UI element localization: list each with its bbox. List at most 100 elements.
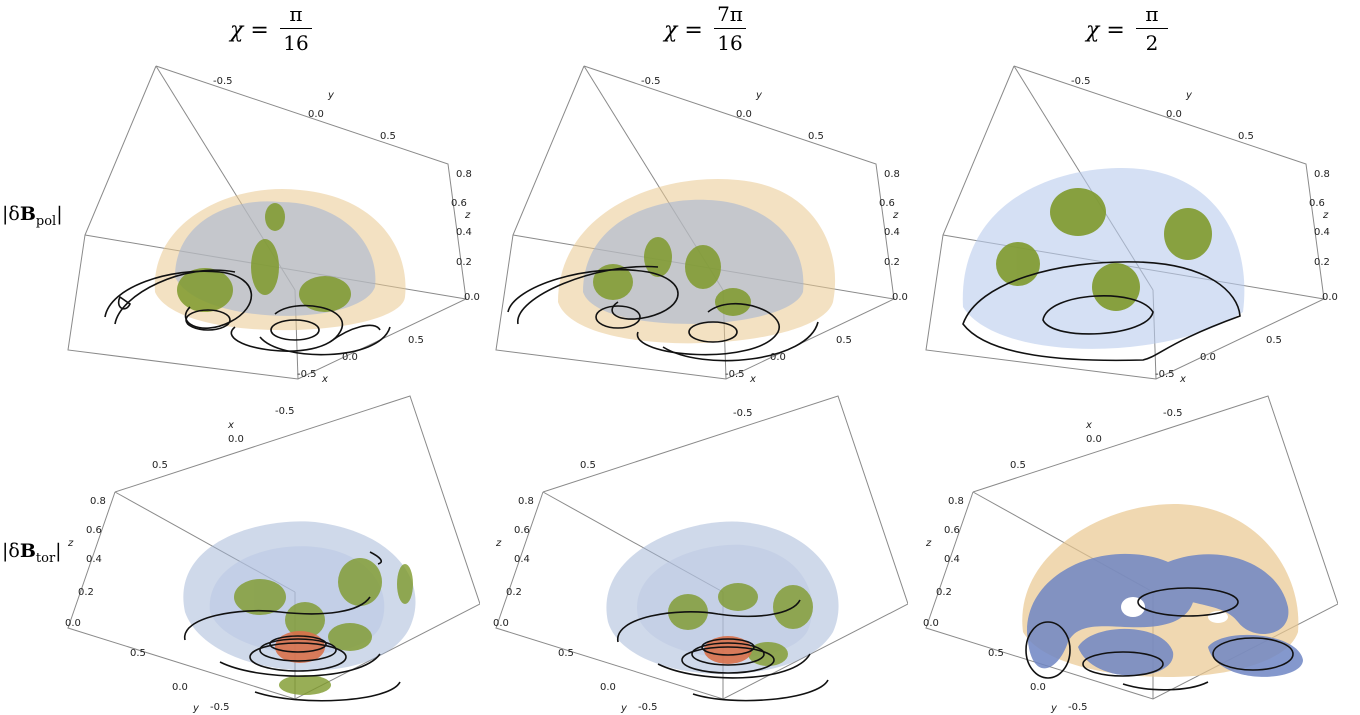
y-axis-name: y bbox=[620, 703, 628, 714]
y-axis-name: y bbox=[755, 90, 763, 101]
y-axis-name: y bbox=[327, 90, 335, 101]
column-title-1: χ = π 16 bbox=[230, 2, 330, 62]
isosurface-inner-blobs bbox=[593, 237, 751, 316]
y-tick-3: -0.5 bbox=[638, 702, 658, 713]
x-tick-1: -0.5 bbox=[275, 406, 295, 417]
z-tick-4: 0.2 bbox=[936, 587, 952, 598]
column-title-3-numerator: π bbox=[1145, 2, 1159, 26]
column-title-2-denominator: 16 bbox=[717, 31, 743, 55]
x-tick-1: -0.5 bbox=[733, 408, 753, 419]
y-tick-1: -0.5 bbox=[213, 76, 233, 87]
y-tick-2: 0.0 bbox=[308, 109, 324, 120]
z-tick-4: 0.2 bbox=[78, 587, 94, 598]
x-tick-1: 0.5 bbox=[408, 335, 424, 346]
z-tick-5: 0.0 bbox=[892, 292, 908, 303]
y-tick-3: 0.5 bbox=[808, 131, 824, 142]
z-tick-1: 0.8 bbox=[1314, 169, 1330, 180]
contour-lines bbox=[617, 599, 829, 702]
tick-labels: -0.5 x 0.0 0.5 0.8 0.6 z 0.4 0.2 0.0 0.5… bbox=[65, 406, 295, 714]
contour-lines bbox=[184, 551, 401, 702]
tick-labels: -0.5 y 0.0 0.5 0.8 0.6 z 0.4 0.2 0.0 0.5… bbox=[1071, 76, 1338, 385]
y-tick-2: 0.0 bbox=[736, 109, 752, 120]
row-label-tor: |δBtor| bbox=[2, 540, 62, 566]
column-title-3-denominator: 2 bbox=[1145, 31, 1159, 55]
z-tick-1: 0.8 bbox=[90, 496, 106, 507]
column-title-3-lhs: χ = bbox=[1086, 18, 1125, 43]
z-axis-name: z bbox=[67, 538, 74, 549]
panel-tor-chi-pi16: -0.5 x 0.0 0.5 0.8 0.6 z 0.4 0.2 0.0 0.5… bbox=[65, 395, 480, 714]
x-tick-2: 0.0 bbox=[770, 352, 786, 363]
z-tick-5: 0.0 bbox=[923, 618, 939, 629]
z-axis-name: z bbox=[892, 210, 899, 221]
z-tick-2: 0.6 bbox=[1309, 198, 1325, 209]
z-tick-4: 0.2 bbox=[456, 257, 472, 268]
y-tick-3: -0.5 bbox=[1068, 702, 1088, 713]
panel-pol-chi-pi2: -0.5 y 0.0 0.5 0.8 0.6 z 0.4 0.2 0.0 0.5… bbox=[925, 65, 1338, 385]
x-tick-1: 0.5 bbox=[1266, 335, 1282, 346]
z-axis-name: z bbox=[495, 538, 502, 549]
panel-tor-chi-pi2: -0.5 x 0.0 0.5 0.8 0.6 z 0.4 0.2 0.0 0.5… bbox=[923, 395, 1338, 714]
isosurface-inner-blobs bbox=[177, 203, 351, 312]
y-axis-name: y bbox=[1050, 703, 1058, 714]
x-tick-3: -0.5 bbox=[297, 369, 317, 380]
z-tick-4: 0.2 bbox=[884, 257, 900, 268]
z-tick-1: 0.8 bbox=[948, 496, 964, 507]
z-tick-2: 0.6 bbox=[86, 525, 102, 536]
z-tick-1: 0.8 bbox=[884, 169, 900, 180]
column-title-1-lhs: χ = bbox=[230, 18, 269, 43]
y-tick-1: -0.5 bbox=[1071, 76, 1091, 87]
y-tick-1: 0.5 bbox=[130, 648, 146, 659]
x-tick-3: -0.5 bbox=[725, 369, 745, 380]
tick-labels: -0.5 y 0.0 0.5 0.8 0.6 z 0.4 0.2 0.0 0.5… bbox=[213, 76, 480, 385]
panel-pol-chi-7pi16: -0.5 y 0.0 0.5 0.8 0.6 z 0.4 0.2 0.0 0.5… bbox=[495, 65, 908, 385]
z-tick-1: 0.8 bbox=[456, 169, 472, 180]
x-axis-name: x bbox=[749, 374, 756, 385]
x-tick-3: 0.5 bbox=[152, 460, 168, 471]
z-tick-5: 0.0 bbox=[493, 618, 509, 629]
panel-pol-chi-pi16: -0.5 y 0.0 0.5 0.8 0.6 z 0.4 0.2 0.0 0.5… bbox=[67, 65, 480, 385]
contour-lines bbox=[104, 269, 391, 356]
z-tick-5: 0.0 bbox=[464, 292, 480, 303]
z-axis-name: z bbox=[1322, 210, 1329, 221]
tick-labels: -0.5 0.5 0.8 0.6 z 0.4 0.2 0.0 0.5 0.0 y… bbox=[493, 408, 753, 714]
z-tick-3: 0.4 bbox=[514, 554, 530, 565]
column-title-2-lhs: χ = bbox=[664, 18, 703, 43]
z-tick-3: 0.4 bbox=[1314, 227, 1330, 238]
x-tick-3: 0.5 bbox=[580, 460, 596, 471]
x-axis-name: x bbox=[1179, 374, 1186, 385]
z-tick-4: 0.2 bbox=[1314, 257, 1330, 268]
y-axis-name: y bbox=[1185, 90, 1193, 101]
z-tick-3: 0.4 bbox=[884, 227, 900, 238]
x-tick-1: -0.5 bbox=[1163, 408, 1183, 419]
y-tick-1: 0.5 bbox=[988, 648, 1004, 659]
column-title-2: χ = 7π 16 bbox=[664, 2, 764, 62]
contour-lines bbox=[1025, 587, 1294, 691]
x-tick-2: 0.0 bbox=[342, 352, 358, 363]
z-tick-2: 0.6 bbox=[879, 198, 895, 209]
column-title-3: χ = π 2 bbox=[1086, 2, 1186, 62]
x-axis-name: x bbox=[1085, 420, 1092, 431]
column-title-1-denominator: 16 bbox=[283, 31, 309, 55]
z-tick-3: 0.4 bbox=[944, 554, 960, 565]
z-tick-3: 0.4 bbox=[86, 554, 102, 565]
y-tick-3: 0.5 bbox=[380, 131, 396, 142]
column-title-2-numerator: 7π bbox=[717, 2, 743, 26]
isosurface-inner-blobs bbox=[234, 558, 413, 695]
y-axis-name: y bbox=[192, 703, 200, 714]
y-tick-3: 0.5 bbox=[1238, 131, 1254, 142]
x-tick-2: 0.0 bbox=[1200, 352, 1216, 363]
tick-labels: -0.5 y 0.0 0.5 0.8 0.6 z 0.4 0.2 0.0 0.5… bbox=[641, 76, 908, 385]
z-tick-3: 0.4 bbox=[456, 227, 472, 238]
z-tick-2: 0.6 bbox=[514, 525, 530, 536]
x-axis-name: x bbox=[321, 374, 328, 385]
x-tick-3: 0.5 bbox=[1010, 460, 1026, 471]
contour-lines bbox=[507, 265, 819, 362]
z-tick-1: 0.8 bbox=[518, 496, 534, 507]
z-tick-5: 0.0 bbox=[1322, 292, 1338, 303]
y-tick-2: 0.0 bbox=[1030, 682, 1046, 693]
y-tick-1: 0.5 bbox=[558, 648, 574, 659]
y-tick-2: 0.0 bbox=[1166, 109, 1182, 120]
z-tick-2: 0.6 bbox=[944, 525, 960, 536]
x-tick-3: -0.5 bbox=[1155, 369, 1175, 380]
